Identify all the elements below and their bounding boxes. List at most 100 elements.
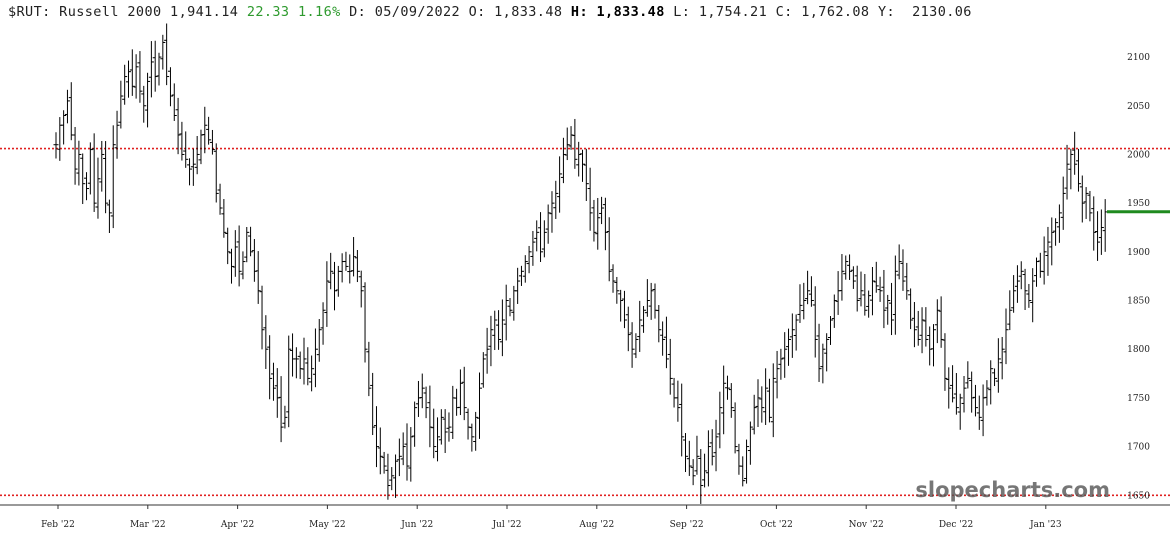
ohlc-bar <box>259 285 265 350</box>
ohlc-bar <box>431 408 437 459</box>
ohlc-bar <box>282 405 288 429</box>
ohlc-bar <box>110 125 116 229</box>
ohlc-bar <box>1075 148 1081 192</box>
ohlc-bar <box>1072 131 1078 175</box>
ohlc-bar <box>889 282 895 336</box>
ohlc-bar <box>976 395 982 430</box>
ohlc-bars <box>53 23 1108 504</box>
ohlc-bar <box>908 288 914 330</box>
ohlc-bar <box>759 386 765 423</box>
ohlc-bar <box>221 199 227 238</box>
ohlc-bar <box>747 421 753 465</box>
ohlc-bar <box>1007 290 1013 331</box>
ohlc-bar <box>820 343 826 384</box>
ohlc-bar <box>576 141 582 177</box>
ohlc-bar <box>301 337 307 385</box>
ohlc-bar <box>400 432 406 466</box>
y-axis-ticks: 1650 1700 1750 1800 1850 1900 1950 2000 2050 2100 <box>1127 53 1150 501</box>
ohlc-bar <box>957 393 963 430</box>
ohlc-bar <box>686 440 692 476</box>
ohlc-bar <box>1045 226 1051 276</box>
ohlc-bar <box>312 328 318 388</box>
ohlc-bar <box>1030 268 1036 323</box>
ohlc-bar <box>900 249 906 291</box>
ohlc-bar <box>61 110 67 145</box>
ohlc-bar <box>534 220 540 252</box>
ohlc-bar <box>87 142 93 195</box>
low-label: L: <box>673 4 691 20</box>
ohlc-bar <box>694 435 700 475</box>
x-tick-label: Sep '22 <box>670 520 704 530</box>
ohlc-bar <box>507 298 513 317</box>
ohlc-bar <box>679 383 685 457</box>
ohlc-bar <box>805 270 811 305</box>
ohlc-bar <box>992 368 998 387</box>
ohlc-bar <box>984 380 990 406</box>
y-tick-label: 2000 <box>1127 150 1150 160</box>
ohlc-bar <box>705 430 711 487</box>
ohlc-bar <box>229 248 234 284</box>
ohlc-bar <box>473 411 479 451</box>
ohlc-bar <box>873 261 879 293</box>
ohlc-bar <box>415 380 421 417</box>
ohlc-bar <box>587 167 593 231</box>
x-tick-label: May '22 <box>309 520 345 530</box>
ohlc-bar <box>1091 196 1097 251</box>
ohlc-bar <box>923 307 929 347</box>
ohlc-bar <box>343 251 349 271</box>
ohlc-bar <box>366 341 372 397</box>
x-tick-label: Jun '22 <box>400 520 433 530</box>
ohlc-bar <box>148 41 154 98</box>
ohlc-bar <box>892 255 898 335</box>
ohlc-bar <box>732 402 738 454</box>
ohlc-bar <box>583 148 589 201</box>
price-change: 22.33 <box>246 4 290 20</box>
index-name: Russell 2000 <box>59 4 162 20</box>
ohlc-bar <box>393 454 399 498</box>
ohlc-bar <box>91 133 97 212</box>
ohlc-bar <box>717 391 723 449</box>
ohlc-bar <box>953 373 959 415</box>
ohlc-bar <box>156 52 162 86</box>
ohlc-bar <box>450 385 456 439</box>
ohlc-bar <box>774 350 780 399</box>
ohlc-bar <box>812 286 818 358</box>
ohlc-bar <box>72 126 78 185</box>
ohlc-bar <box>724 375 730 400</box>
ohlc-bar <box>270 362 276 401</box>
ohlc-bar <box>522 255 528 283</box>
ohlc-bar <box>1034 257 1040 287</box>
ohlc-bar <box>915 310 921 346</box>
ohlc-bar <box>553 180 559 219</box>
ohlc-bar <box>564 127 570 161</box>
ohlc-bar <box>755 379 761 428</box>
ohlc-bar <box>938 296 944 348</box>
ohlc-bar <box>572 118 578 169</box>
ohlc-bar <box>950 365 956 403</box>
ohlc-bar <box>595 197 601 250</box>
ohlc-bar <box>446 412 452 442</box>
ohlc-bar <box>320 302 326 345</box>
ohlc-bar <box>847 254 853 280</box>
ohlc-bar <box>297 351 303 380</box>
ohlc-bar <box>278 376 284 443</box>
y-tick-label: 1700 <box>1127 443 1150 453</box>
ohlc-bar <box>53 132 59 159</box>
ohlc-bar <box>1018 261 1024 290</box>
ohlc-bar <box>530 230 536 266</box>
ohlc-bar <box>782 332 788 378</box>
ohlc-bar <box>999 336 1005 380</box>
ohlc-bar <box>492 310 498 351</box>
ohlc-bar <box>728 383 734 418</box>
ohlc-bar <box>606 217 612 282</box>
y-label: Y: <box>878 4 896 20</box>
ohlc-bar <box>858 271 864 307</box>
ohlc-bar <box>381 451 387 474</box>
ohlc-bar <box>316 319 322 362</box>
ohlc-bar <box>213 143 219 203</box>
x-tick-label: Apr '22 <box>220 520 254 530</box>
ohlc-bar <box>339 253 345 283</box>
ohlc-bar <box>911 302 917 348</box>
ohlc-bar <box>419 373 425 409</box>
